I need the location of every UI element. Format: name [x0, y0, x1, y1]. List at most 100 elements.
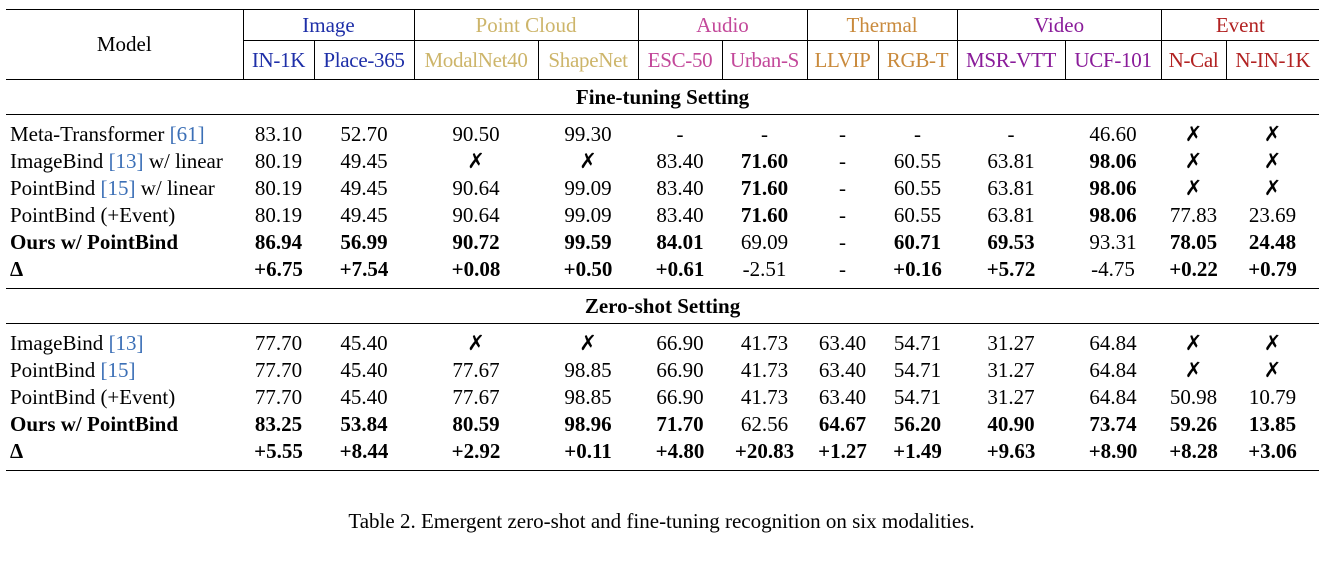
value-cell: 98.85: [564, 358, 612, 382]
value-cell: 80.59: [452, 412, 500, 436]
table-row: ImageBind [13] 77.70 45.40 ✗ ✗ 66.90 41.73 63.4…: [6, 324, 1319, 358]
value-cell: 69.09: [740, 230, 789, 254]
value-cell: 83.40: [656, 203, 704, 227]
value-cell: -4.75: [1091, 257, 1135, 281]
value-cell: 40.90: [987, 412, 1035, 436]
value-cell: 64.84: [1089, 385, 1137, 409]
modality-group-header: Event: [1160, 9, 1320, 41]
value-cell: ✗: [467, 331, 485, 355]
value-cell: 71.60: [740, 149, 789, 173]
modality-group-header: Image: [242, 9, 415, 41]
table-row: PointBind (+Event) 80.19 49.45 90.64 99.09 83…: [6, 202, 1319, 229]
value-cell: +0.08: [451, 257, 501, 281]
table-row: Meta-Transformer [61] 83.10 52.70 90.50 99.3…: [6, 115, 1319, 149]
value-cell: -: [839, 122, 847, 146]
section-title: Fine-tuning Setting: [6, 79, 1320, 115]
model-name-cell: PointBind [15] w/ linear: [6, 175, 243, 202]
value-cell: -2.51: [742, 257, 787, 281]
model-name: PointBind: [10, 358, 101, 382]
value-cell: ✗: [1184, 176, 1203, 200]
value-cell: +5.55: [243, 438, 314, 471]
model-name-cell: ImageBind [13]: [6, 324, 243, 358]
dataset-column-header: UCF-101: [1064, 40, 1162, 80]
value-cell: 98.06: [1089, 176, 1137, 200]
value-cell: 45.40: [340, 331, 388, 355]
value-cell: 69.53: [987, 230, 1035, 254]
value-cell: ✗: [1263, 149, 1282, 173]
model-name-cell: Ours w/ PointBind: [6, 229, 243, 256]
dataset-column-header: ShapeNet: [537, 40, 639, 80]
citation-link[interactable]: [13]: [108, 331, 144, 355]
dataset-column-header: N-IN-1K: [1225, 40, 1320, 80]
value-cell: 93.31: [1089, 230, 1137, 254]
model-name-cell: Δ: [6, 438, 243, 471]
value-cell: ✗: [1184, 149, 1203, 173]
value-cell: ✗: [579, 331, 597, 355]
model-name-cell: PointBind (+Event): [6, 384, 243, 411]
value-cell: +1.49: [878, 438, 958, 471]
value-cell: 71.60: [740, 203, 789, 227]
value-cell: +2.92: [414, 438, 539, 471]
value-cell: +0.61: [655, 257, 705, 281]
value-cell: +8.90: [1065, 438, 1162, 471]
value-cell: 63.81: [987, 176, 1035, 200]
value-cell: 80.19: [254, 149, 303, 173]
table-row: Δ +5.55 +8.44 +2.92 +0.11 +4.80 +20.83 +1.27 +1.…: [6, 438, 1320, 471]
table-row: Ours w/ PointBind 86.94 56.99 90.72 99.59 84.…: [6, 229, 1319, 256]
value-cell: +0.11: [538, 438, 639, 471]
dataset-column-header: ESC-50: [637, 40, 723, 80]
value-cell: 31.27: [987, 358, 1035, 382]
value-cell: 80.19: [254, 176, 303, 200]
citation-link[interactable]: [61]: [169, 122, 205, 146]
model-name-cell: PointBind [15]: [6, 357, 243, 384]
model-name: Meta-Transformer: [10, 122, 170, 146]
value-cell: -: [839, 203, 847, 227]
value-cell: 71.60: [740, 176, 789, 200]
modality-group-header: Audio: [637, 9, 808, 41]
table-row: Δ +6.75 +7.54 +0.08 +0.50 +0.61 -2.51 - +0.16 +5.…: [6, 256, 1319, 289]
value-cell: -: [1007, 122, 1015, 146]
value-cell: -: [914, 122, 922, 146]
model-name: Ours w/ PointBind: [10, 230, 179, 254]
model-name: ImageBind: [10, 149, 109, 173]
value-cell: 77.70: [254, 331, 303, 355]
value-cell: +3.06: [1226, 438, 1320, 471]
value-cell: -: [761, 122, 769, 146]
dataset-column-header: ModalNet40: [413, 40, 539, 80]
table-row: PointBind [15] 77.70 45.40 77.67 98.85 66.90 4…: [6, 357, 1319, 384]
value-cell: ✗: [1184, 358, 1203, 382]
model-column-header: Model: [6, 9, 243, 80]
value-cell: 49.45: [340, 176, 388, 200]
value-cell: 49.45: [340, 203, 388, 227]
dataset-column-header: Urban-S: [721, 40, 808, 80]
value-cell: 54.71: [893, 331, 942, 355]
table-caption: Table 2. Emergent zero-shot and fine-tun…: [348, 509, 975, 533]
value-cell: 63.81: [987, 203, 1035, 227]
results-table: Model Image Point Cloud Audio Thermal Video E…: [6, 9, 1320, 471]
value-cell: 41.73: [740, 358, 789, 382]
value-cell: 66.90: [656, 358, 704, 382]
value-cell: 56.20: [893, 412, 942, 436]
model-name: ImageBind: [10, 331, 109, 355]
value-cell: 64.84: [1089, 358, 1137, 382]
dataset-column-header: Place-365: [313, 40, 415, 80]
citation-link[interactable]: [15]: [100, 358, 136, 382]
value-cell: ✗: [467, 149, 485, 173]
value-cell: 66.90: [656, 331, 704, 355]
value-cell: 98.06: [1089, 149, 1137, 173]
section-header-row: Zero-shot Setting: [6, 288, 1320, 324]
value-cell: 99.09: [564, 203, 612, 227]
value-cell: 71.70: [656, 412, 704, 436]
value-cell: 63.81: [987, 149, 1035, 173]
value-cell: 64.84: [1089, 331, 1137, 355]
value-cell: 80.19: [254, 203, 303, 227]
dataset-column-header: IN-1K: [242, 40, 314, 80]
table-row: PointBind [15] w/ linear 80.19 49.45 90.64 9…: [6, 175, 1319, 202]
citation-link[interactable]: [13]: [108, 149, 144, 173]
value-cell: 99.59: [564, 230, 612, 254]
value-cell: 60.71: [893, 230, 942, 254]
table-row: ImageBind [13] w/ linear 80.19 49.45 ✗ ✗ 83.4…: [6, 148, 1319, 175]
value-cell: -: [839, 257, 847, 281]
citation-link[interactable]: [15]: [100, 176, 136, 200]
value-cell: ✗: [1263, 331, 1282, 355]
